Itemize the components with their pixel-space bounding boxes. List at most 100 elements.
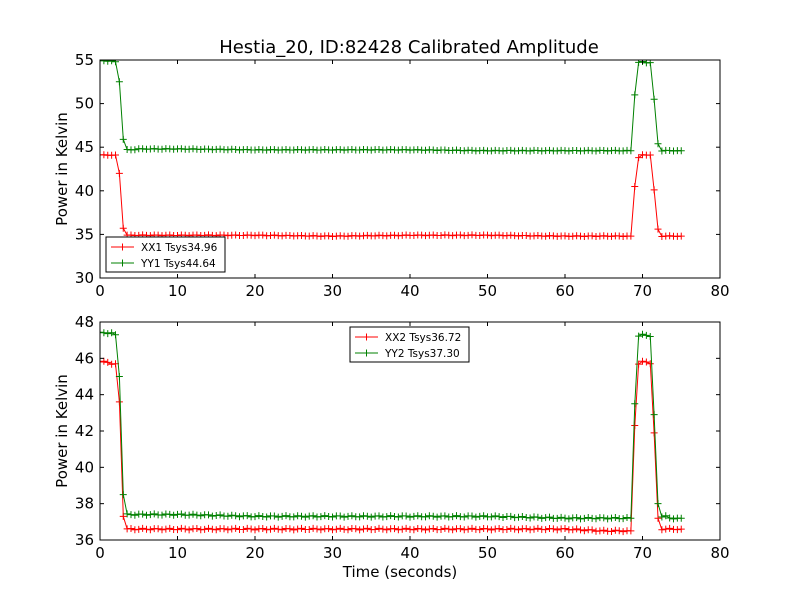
data-point bbox=[619, 147, 627, 155]
series-markers-xx2 bbox=[100, 357, 685, 536]
data-point bbox=[487, 513, 495, 521]
data-point bbox=[538, 514, 546, 522]
data-point bbox=[553, 147, 561, 155]
data-point bbox=[387, 512, 395, 520]
data-point bbox=[472, 513, 480, 521]
legend-label: YY1 Tsys44.64 bbox=[140, 258, 216, 270]
data-point bbox=[119, 135, 127, 143]
data-point bbox=[441, 524, 449, 532]
x-tick-label: 40 bbox=[400, 544, 419, 562]
data-point bbox=[344, 526, 352, 534]
data-point bbox=[511, 525, 519, 533]
data-point bbox=[491, 512, 499, 520]
data-point bbox=[127, 525, 135, 533]
data-point bbox=[375, 146, 383, 154]
data-point bbox=[286, 525, 294, 533]
data-point bbox=[546, 146, 553, 154]
x-tick-label: 20 bbox=[245, 282, 264, 300]
data-point bbox=[480, 146, 488, 154]
data-point bbox=[278, 232, 286, 240]
data-point bbox=[162, 525, 170, 533]
data-point bbox=[325, 232, 333, 240]
data-point bbox=[170, 511, 178, 519]
data-point bbox=[476, 512, 484, 520]
data-point bbox=[604, 515, 612, 523]
series-markers-yy1 bbox=[100, 60, 685, 155]
data-point bbox=[317, 513, 325, 521]
data-point bbox=[445, 525, 453, 533]
data-point bbox=[631, 91, 639, 99]
data-point bbox=[286, 232, 294, 240]
data-point bbox=[449, 526, 457, 534]
data-point bbox=[298, 524, 305, 532]
data-point bbox=[356, 513, 364, 521]
x-tick-label: 50 bbox=[478, 544, 497, 562]
data-point bbox=[468, 524, 476, 532]
data-point bbox=[383, 526, 391, 534]
data-point bbox=[460, 526, 468, 534]
data-point bbox=[449, 232, 457, 240]
data-point bbox=[561, 514, 569, 522]
data-point bbox=[650, 411, 658, 419]
data-point bbox=[677, 514, 685, 522]
data-point bbox=[456, 231, 464, 239]
data-point bbox=[658, 147, 666, 155]
data-point bbox=[329, 146, 336, 154]
data-point bbox=[166, 510, 174, 518]
series-markers-xx1 bbox=[100, 151, 685, 240]
data-point bbox=[391, 231, 398, 239]
data-point bbox=[666, 524, 674, 532]
data-point bbox=[495, 513, 503, 521]
data-point bbox=[453, 512, 460, 520]
y-tick-label: 48 bbox=[75, 313, 94, 331]
data-point bbox=[677, 525, 685, 533]
y-axis-label: Power in Kelvin bbox=[53, 374, 71, 488]
data-point bbox=[158, 145, 166, 153]
data-point bbox=[422, 513, 429, 521]
data-point bbox=[158, 526, 166, 534]
x-tick-label: 60 bbox=[555, 544, 574, 562]
data-point bbox=[344, 232, 352, 240]
y-tick-label: 40 bbox=[75, 458, 94, 476]
data-point bbox=[666, 514, 674, 522]
data-point bbox=[441, 146, 449, 154]
data-point bbox=[507, 512, 515, 520]
data-point bbox=[146, 511, 154, 519]
data-point bbox=[619, 528, 627, 536]
data-point bbox=[503, 525, 511, 533]
data-point bbox=[635, 154, 643, 162]
data-point bbox=[410, 512, 418, 520]
legend-marker bbox=[363, 349, 370, 357]
data-point bbox=[476, 232, 484, 240]
data-point bbox=[251, 526, 259, 534]
data-point bbox=[662, 525, 670, 533]
data-point bbox=[600, 514, 608, 522]
data-point bbox=[608, 232, 615, 240]
data-point bbox=[379, 525, 387, 533]
data-point bbox=[185, 511, 193, 519]
data-point bbox=[371, 232, 379, 240]
x-tick-label: 70 bbox=[633, 282, 652, 300]
data-point bbox=[608, 514, 615, 522]
data-point bbox=[588, 232, 596, 240]
data-point bbox=[499, 513, 507, 521]
data-point bbox=[569, 526, 577, 534]
data-point bbox=[542, 526, 550, 534]
data-point bbox=[561, 232, 569, 240]
data-point bbox=[580, 527, 588, 535]
legend-1: XX2 Tsys36.72 YY2 Tsys37.30 bbox=[349, 326, 470, 363]
data-point bbox=[441, 512, 449, 520]
data-point bbox=[340, 513, 348, 521]
data-point bbox=[677, 147, 685, 155]
data-point bbox=[495, 524, 503, 532]
data-point bbox=[181, 525, 189, 533]
data-point bbox=[565, 147, 573, 155]
data-point bbox=[360, 512, 367, 520]
data-point bbox=[557, 513, 565, 521]
data-point bbox=[464, 525, 472, 533]
data-point bbox=[410, 526, 418, 534]
data-point bbox=[108, 60, 116, 65]
data-point bbox=[394, 146, 402, 154]
data-point bbox=[429, 524, 437, 532]
